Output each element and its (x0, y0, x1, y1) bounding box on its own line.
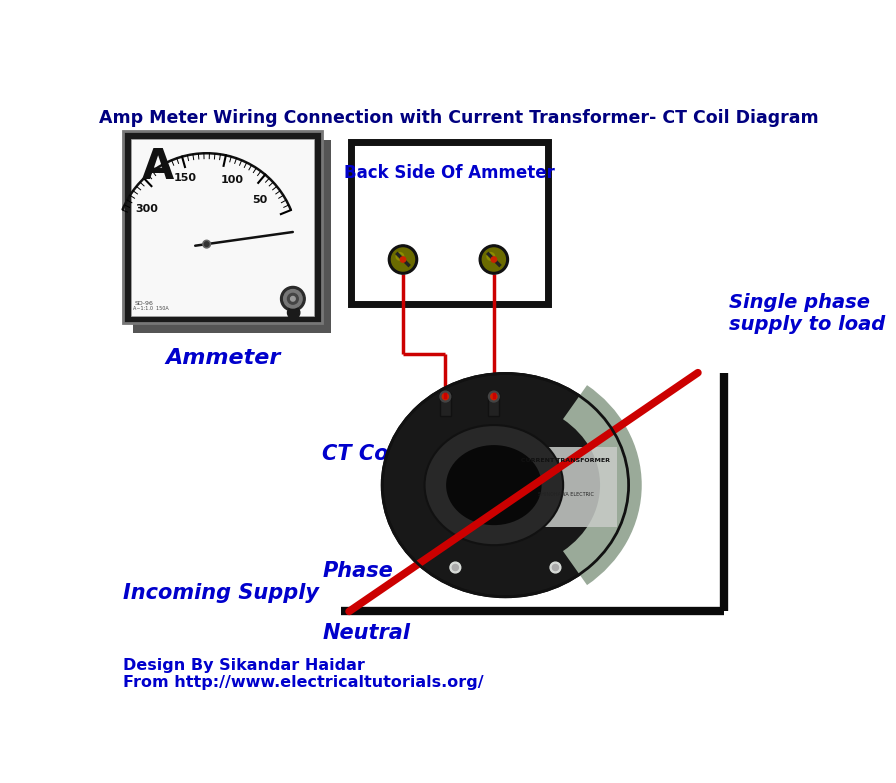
Text: 100: 100 (221, 175, 244, 185)
Circle shape (491, 394, 497, 399)
Bar (517, 446, 617, 528)
Text: SD-96: SD-96 (134, 301, 153, 306)
Circle shape (202, 240, 211, 248)
Circle shape (488, 392, 499, 402)
Circle shape (552, 565, 558, 571)
Circle shape (550, 562, 561, 573)
Bar (133, 140, 332, 333)
Text: Ammeter: Ammeter (165, 348, 280, 368)
Circle shape (443, 394, 448, 399)
Bar (488, 393, 499, 416)
Bar (131, 139, 314, 316)
Bar (124, 131, 323, 323)
Bar (351, 143, 547, 304)
Bar (538, 556, 573, 578)
Circle shape (440, 392, 451, 402)
Text: CT Coil: CT Coil (323, 443, 403, 464)
Text: From http://www.electricaltutorials.org/: From http://www.electricaltutorials.org/ (124, 674, 484, 690)
Circle shape (288, 306, 300, 319)
Ellipse shape (383, 373, 629, 597)
Circle shape (284, 290, 302, 308)
Text: Amp Meter Wiring Connection with Current Transformer- CT Coil Diagram: Amp Meter Wiring Connection with Current… (99, 110, 819, 128)
Circle shape (392, 248, 415, 271)
Circle shape (280, 287, 306, 311)
Text: Neutral: Neutral (323, 623, 410, 643)
Text: A~1:1.0  150A: A~1:1.0 150A (133, 306, 168, 312)
Circle shape (491, 257, 496, 262)
Circle shape (487, 253, 495, 260)
Circle shape (290, 297, 295, 301)
Text: SHINOHAWA ELECTRIC: SHINOHAWA ELECTRIC (538, 492, 593, 497)
Text: Single phase
supply to load: Single phase supply to load (728, 293, 885, 334)
Text: A: A (142, 146, 174, 189)
Bar (438, 556, 472, 578)
Text: CURRENT TRANSFORMER: CURRENT TRANSFORMER (521, 458, 610, 463)
Bar (428, 544, 582, 560)
Circle shape (450, 562, 461, 573)
Circle shape (396, 253, 404, 260)
Circle shape (482, 248, 505, 271)
Circle shape (388, 245, 418, 274)
Circle shape (204, 242, 209, 247)
Text: Incoming Supply: Incoming Supply (124, 583, 320, 603)
Circle shape (401, 257, 406, 262)
Ellipse shape (425, 425, 564, 545)
Text: 300: 300 (135, 204, 158, 215)
Circle shape (452, 565, 459, 571)
Circle shape (479, 245, 509, 274)
Text: 50: 50 (252, 194, 267, 204)
Bar (440, 393, 451, 416)
Text: Back Side Of Ammeter: Back Side Of Ammeter (344, 164, 555, 182)
Circle shape (288, 294, 298, 304)
Ellipse shape (446, 445, 541, 525)
Text: 150: 150 (174, 173, 197, 183)
Text: Phase: Phase (323, 561, 392, 581)
Text: Design By Sikandar Haidar: Design By Sikandar Haidar (124, 658, 366, 673)
Bar (124, 131, 323, 323)
